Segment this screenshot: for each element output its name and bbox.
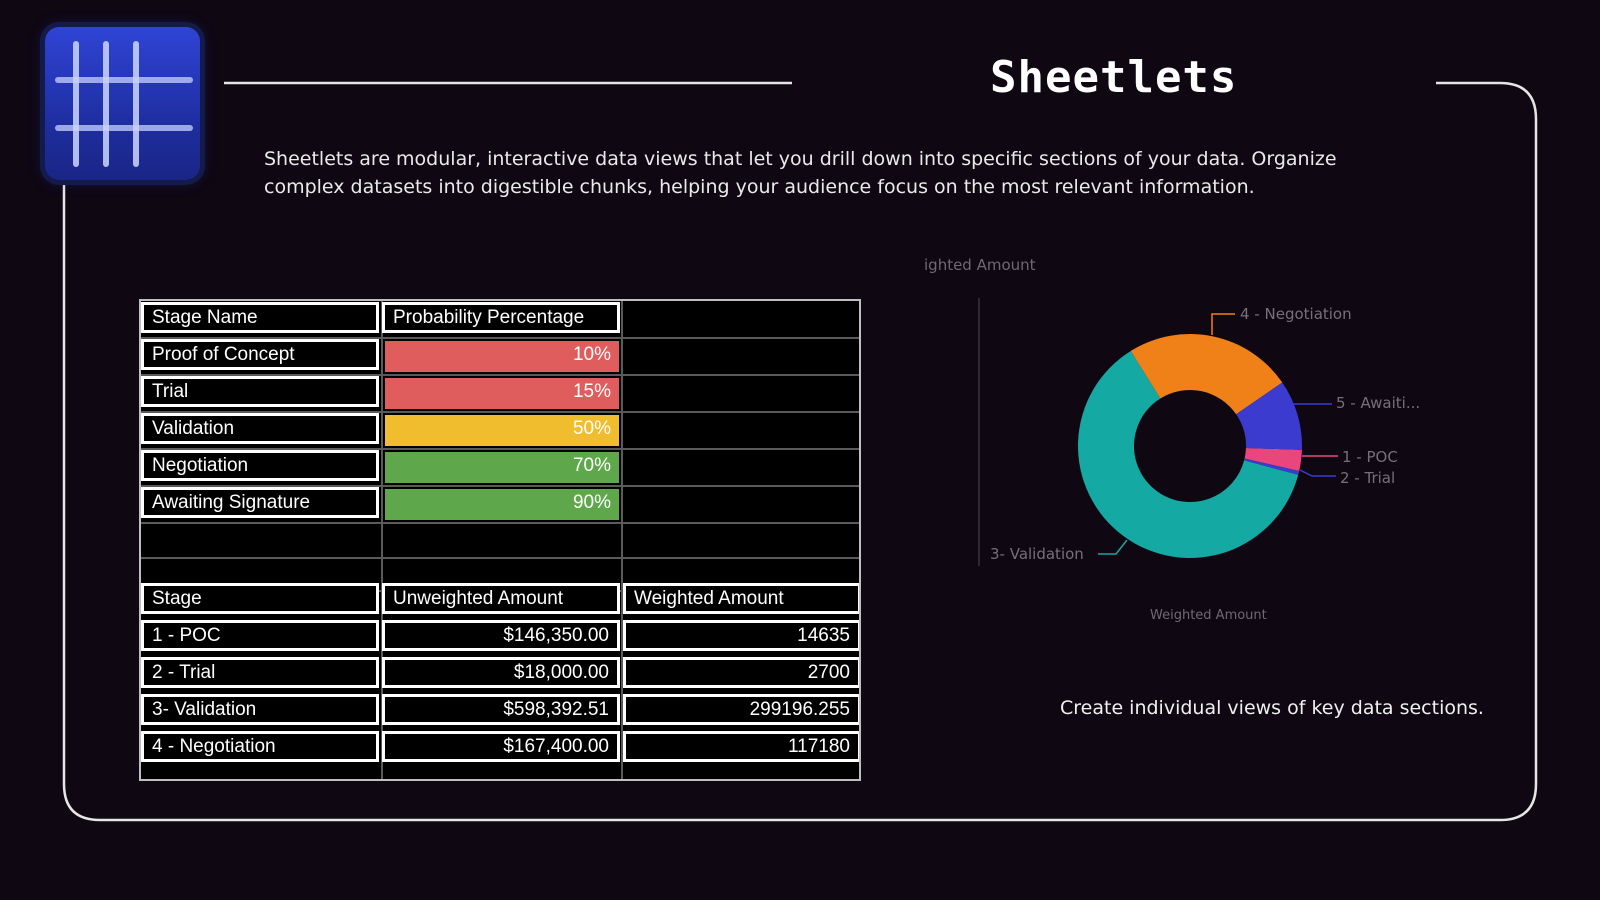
prob-row-stage[interactable]: Trial (141, 376, 379, 407)
prob-row-pct[interactable]: 50% (385, 415, 619, 446)
header-unweighted: Unweighted Amount (382, 583, 620, 614)
amount-row-stage[interactable]: 4 - Negotiation (141, 731, 379, 762)
amount-row-weighted[interactable]: 299196.255 (623, 694, 859, 725)
amount-row-unweighted[interactable]: $146,350.00 (382, 620, 620, 651)
amount-row-weighted[interactable]: 14635 (623, 620, 859, 651)
chart-label-trial: 2 - Trial (1340, 469, 1396, 487)
amount-row-weighted[interactable]: 117180 (623, 731, 859, 762)
chart-label-poc: 1 - POC (1342, 448, 1398, 466)
prob-row-pct[interactable]: 15% (385, 378, 619, 409)
tagline: Create individual views of key data sect… (1060, 697, 1484, 719)
prob-row-pct[interactable]: 90% (385, 489, 619, 520)
prob-row-stage[interactable]: Negotiation (141, 450, 379, 481)
amount-row-unweighted[interactable]: $167,400.00 (382, 731, 620, 762)
sheetlet-table[interactable]: Stage Name Probability Percentage Proof … (139, 299, 861, 781)
page-title: Sheetlets (990, 52, 1238, 103)
header-stage-name: Stage Name (141, 302, 379, 333)
chart-label-negotiation: 4 - Negotiation (1240, 305, 1352, 323)
prob-row-pct[interactable]: 10% (385, 341, 619, 372)
prob-row-stage[interactable]: Proof of Concept (141, 339, 379, 370)
header-stage: Stage (141, 583, 379, 614)
amount-row-stage[interactable]: 1 - POC (141, 620, 379, 651)
chart-label-validation: 3- Validation (990, 545, 1084, 563)
page-description: Sheetlets are modular, interactive data … (264, 148, 1337, 198)
prob-row-stage[interactable]: Awaiting Signature (141, 487, 379, 518)
amount-row-stage[interactable]: 2 - Trial (141, 657, 379, 688)
header-weighted: Weighted Amount (623, 583, 859, 614)
prob-row-pct[interactable]: 70% (385, 452, 619, 483)
amount-row-unweighted[interactable]: $598,392.51 (382, 694, 620, 725)
chart-subtitle: Weighted Amount (1150, 608, 1267, 623)
grid-icon (45, 27, 200, 180)
header-probability: Probability Percentage (382, 302, 620, 333)
amount-row-unweighted[interactable]: $18,000.00 (382, 657, 620, 688)
amount-row-weighted[interactable]: 2700 (623, 657, 859, 688)
chart-title: ighted Amount (924, 256, 1036, 274)
prob-row-stage[interactable]: Validation (141, 413, 379, 444)
chart-label-awaiting: 5 - Awaiti... (1336, 394, 1421, 412)
amount-row-stage[interactable]: 3- Validation (141, 694, 379, 725)
